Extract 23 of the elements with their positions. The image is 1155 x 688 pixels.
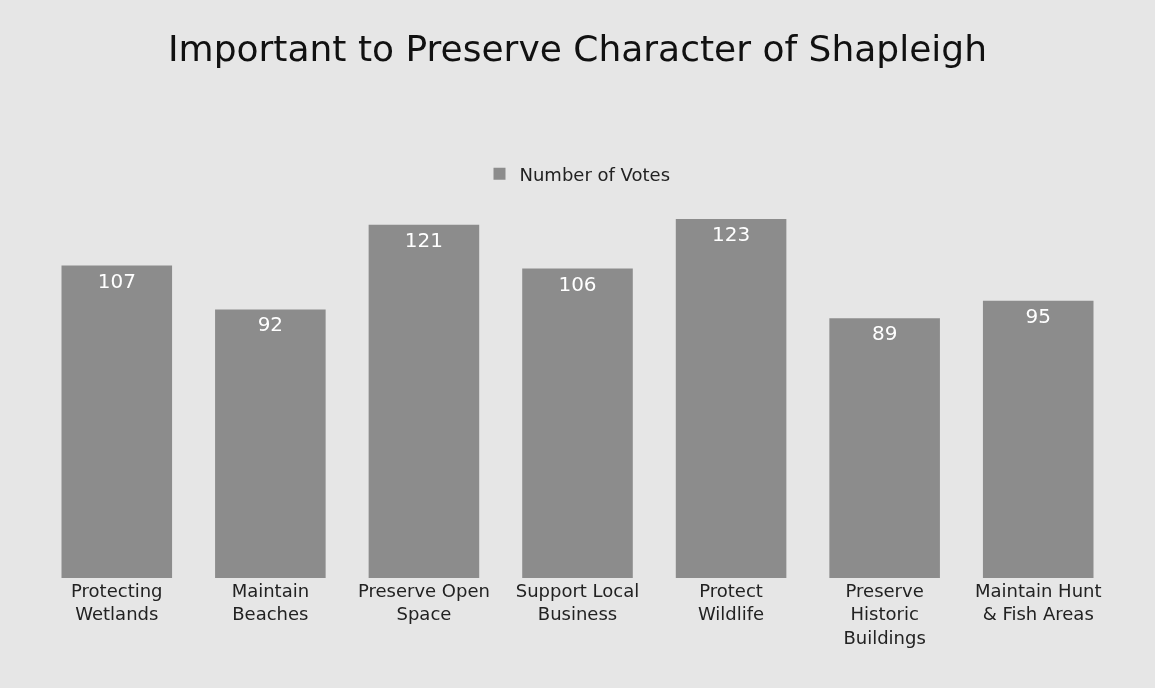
bar: [982, 300, 1094, 578]
bar: [61, 265, 173, 578]
bar: [368, 224, 480, 578]
x-tick-label: Support Local Business: [515, 580, 640, 625]
data-label: 89: [871, 321, 898, 346]
data-label: 92: [257, 312, 284, 337]
x-tick-label: Preserve Historic Buildings: [843, 580, 926, 648]
legend-label: Number of Votes: [519, 163, 671, 185]
bar: [675, 218, 787, 578]
data-label: 107: [97, 268, 136, 293]
data-label: 106: [558, 271, 597, 296]
data-label: 95: [1025, 303, 1051, 328]
bar: [522, 268, 633, 578]
x-tick-label: Preserve Open Space: [357, 580, 490, 625]
data-label: 121: [404, 227, 444, 252]
chart-title: Important to Preserve Character of Shapleigh: [167, 27, 988, 69]
x-tick-label: Maintain Hunt & Fish Areas: [974, 580, 1102, 625]
x-tick-label: Maintain Beaches: [231, 580, 310, 625]
bar: [829, 318, 940, 578]
data-label: 123: [711, 221, 751, 246]
bar: [215, 309, 326, 578]
x-tick-label: Protecting Wetlands: [71, 580, 163, 625]
x-tick-label: Protect Wildlife: [697, 580, 765, 625]
